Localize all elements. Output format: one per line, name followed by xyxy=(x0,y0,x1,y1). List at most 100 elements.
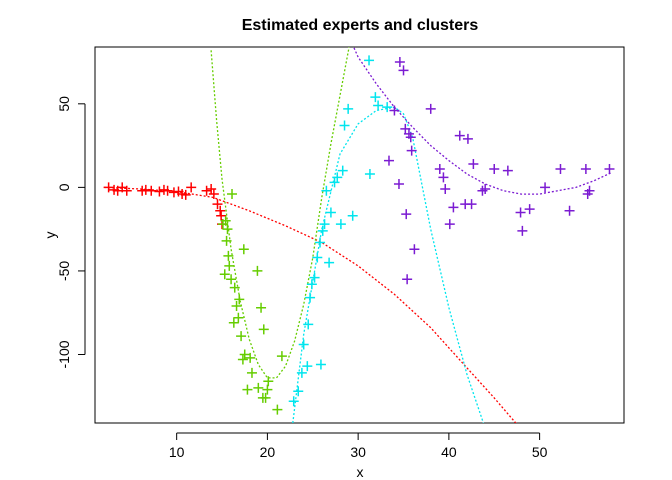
data-point xyxy=(468,158,479,169)
data-point xyxy=(393,179,404,190)
data-point xyxy=(394,57,405,68)
data-point xyxy=(309,272,320,283)
data-point xyxy=(370,92,381,103)
data-point xyxy=(401,209,412,220)
data-point xyxy=(517,225,528,236)
data-point xyxy=(224,260,235,271)
data-point xyxy=(364,55,375,66)
data-point xyxy=(434,163,445,174)
data-point xyxy=(425,103,436,114)
data-point xyxy=(466,199,477,210)
data-point xyxy=(406,145,417,156)
data-point xyxy=(154,186,165,197)
data-point xyxy=(477,185,488,196)
data-point xyxy=(337,165,348,176)
data-point xyxy=(409,244,420,255)
expert-curve xyxy=(292,106,485,423)
expert-curve xyxy=(352,47,613,195)
x-tick-label: 30 xyxy=(350,444,366,460)
data-point xyxy=(221,235,232,246)
data-point xyxy=(228,317,239,328)
plot-area-border xyxy=(94,46,625,424)
data-point xyxy=(564,205,575,216)
data-point xyxy=(319,219,330,230)
data-point xyxy=(312,252,323,263)
data-point xyxy=(302,361,313,372)
data-point xyxy=(236,331,247,342)
x-tick-label: 40 xyxy=(441,444,457,460)
data-point xyxy=(201,185,212,196)
data-point xyxy=(252,265,263,276)
data-point xyxy=(256,302,267,313)
data-point xyxy=(480,184,491,195)
data-point xyxy=(258,324,269,335)
data-point xyxy=(335,219,346,230)
y-tick-label: -100 xyxy=(56,340,72,368)
data-point xyxy=(276,351,287,362)
x-axis-label: x xyxy=(357,464,364,480)
data-point xyxy=(444,219,455,230)
y-tick-label: 0 xyxy=(56,183,72,191)
data-point xyxy=(168,187,179,198)
data-point xyxy=(306,279,317,290)
data-point xyxy=(555,163,566,174)
data-point xyxy=(212,199,223,210)
data-point xyxy=(315,237,326,248)
data-point xyxy=(222,224,233,235)
data-point xyxy=(233,312,244,323)
y-tick-label: -50 xyxy=(56,261,72,281)
x-tick-label: 50 xyxy=(532,444,548,460)
data-point xyxy=(231,301,242,312)
data-point xyxy=(398,65,409,76)
data-point xyxy=(524,204,535,215)
data-point xyxy=(226,274,237,285)
data-point xyxy=(383,155,394,166)
data-point xyxy=(227,189,238,200)
data-point xyxy=(448,202,459,213)
data-point xyxy=(329,177,340,188)
data-point xyxy=(245,352,256,363)
data-point xyxy=(238,244,249,255)
data-point xyxy=(389,105,400,116)
data-point xyxy=(339,120,350,131)
data-point xyxy=(454,130,465,141)
data-point xyxy=(253,382,264,393)
data-point xyxy=(162,185,173,196)
data-point xyxy=(405,132,416,143)
data-point xyxy=(180,189,191,200)
data-point xyxy=(321,185,332,196)
data-point xyxy=(298,339,309,350)
data-point xyxy=(540,182,551,193)
data-point xyxy=(305,292,316,303)
data-point xyxy=(489,163,500,174)
data-point xyxy=(296,367,307,378)
data-point xyxy=(103,182,114,193)
data-point xyxy=(438,172,449,183)
data-point xyxy=(332,172,343,183)
data-point xyxy=(216,210,227,221)
data-point xyxy=(347,210,358,221)
data-point xyxy=(242,384,253,395)
data-point xyxy=(402,274,413,285)
chart-title: Estimated experts and clusters xyxy=(242,17,479,34)
data-point xyxy=(584,185,595,196)
data-point xyxy=(440,184,451,195)
data-point xyxy=(146,185,157,196)
data-point xyxy=(208,189,219,200)
data-point xyxy=(382,102,393,113)
data-point xyxy=(219,269,230,280)
data-point xyxy=(234,294,245,305)
y-tick-label: 50 xyxy=(56,96,72,112)
data-point xyxy=(317,225,328,236)
expert-curves xyxy=(104,47,613,423)
data-point xyxy=(223,250,234,261)
data-point xyxy=(400,123,411,134)
data-point xyxy=(293,386,304,397)
data-point xyxy=(325,207,336,218)
data-point xyxy=(343,103,354,114)
data-point xyxy=(140,184,151,195)
data-point xyxy=(121,185,132,196)
data-point xyxy=(186,182,197,193)
data-point xyxy=(324,257,335,268)
